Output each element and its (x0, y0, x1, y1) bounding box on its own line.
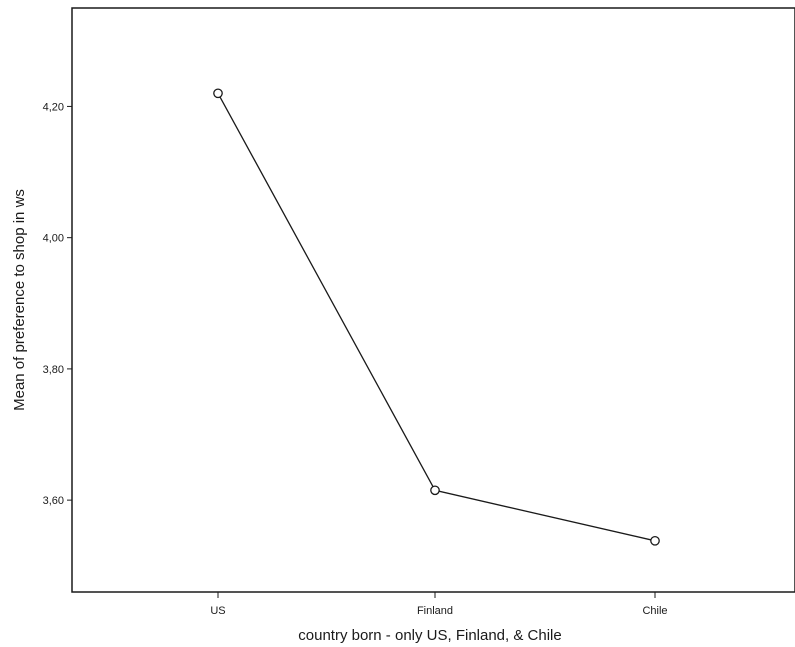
x-axis-title: country born - only US, Finland, & Chile (298, 627, 561, 644)
x-axis: US Finland Chile (210, 592, 668, 617)
plot-area (71, 7, 795, 593)
y-tick-label: 3,80 (43, 364, 64, 376)
data-point (650, 535, 660, 546)
y-tick-label: 3,60 (43, 495, 64, 507)
x-tick-label: Finland (417, 605, 453, 617)
data-point (213, 88, 223, 99)
series-layer (213, 88, 660, 546)
y-tick-label: 4,00 (43, 233, 64, 245)
x-tick-label: Chile (642, 605, 667, 617)
x-tick-label: US (210, 605, 225, 617)
y-axis-title: Mean of preference to shop in ws (11, 189, 28, 411)
y-axis: 3,60 3,80 4,00 4,20 (43, 101, 72, 507)
y-tick-label: 4,20 (43, 101, 64, 113)
data-point (430, 485, 440, 496)
